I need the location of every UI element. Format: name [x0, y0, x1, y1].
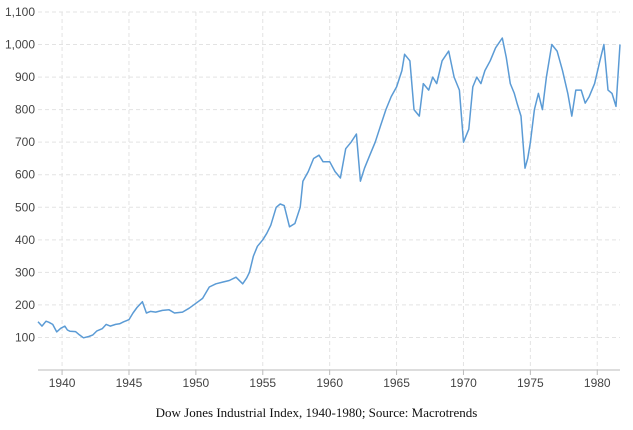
dow-jones-series-line [37, 37, 621, 339]
chart-caption: Dow Jones Industrial Index, 1940-1980; S… [155, 405, 478, 420]
x-tick-label: 1975 [517, 376, 544, 390]
grid-lines [38, 11, 620, 370]
y-tick-label: 1,000 [5, 38, 35, 52]
y-tick-label: 400 [15, 233, 35, 247]
axis-ticks: 100 200 300 400 500 600 700 800 900 1,000 1,100 194… [5, 5, 611, 390]
x-tick-label: 1960 [316, 376, 343, 390]
y-tick-label: 700 [15, 135, 35, 149]
x-tick-label: 1980 [584, 376, 611, 390]
y-tick-label: 300 [15, 265, 35, 279]
x-tick-label: 1940 [49, 376, 76, 390]
y-tick-label: 500 [15, 200, 35, 214]
y-tick-label: 600 [15, 168, 35, 182]
y-tick-label: 900 [15, 70, 35, 84]
x-tick-label: 1970 [450, 376, 477, 390]
y-tick-label: 800 [15, 103, 35, 117]
x-tick-label: 1950 [183, 376, 210, 390]
x-tick-label: 1945 [116, 376, 143, 390]
x-tick-label: 1965 [383, 376, 410, 390]
x-tick-label: 1955 [249, 376, 276, 390]
y-tick-label: 1,100 [5, 5, 35, 19]
y-tick-label: 100 [15, 330, 35, 344]
y-tick-label: 200 [15, 298, 35, 312]
